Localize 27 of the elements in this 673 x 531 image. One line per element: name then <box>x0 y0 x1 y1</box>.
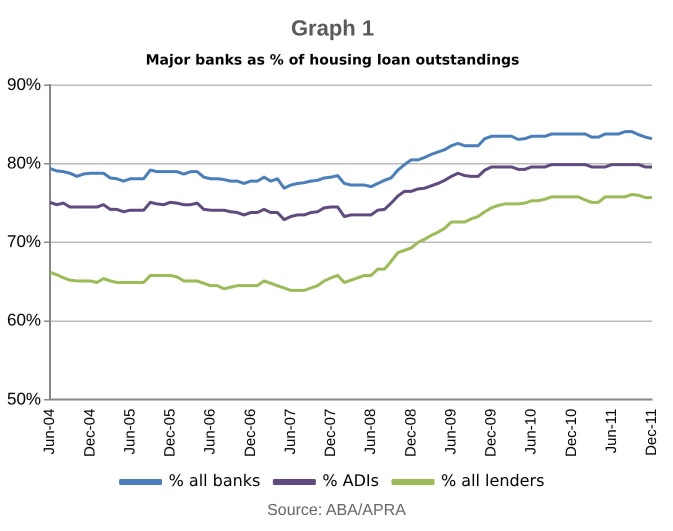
chart-subtitle: Major banks as % of housing loan outstandings <box>146 52 520 68</box>
x-tick-label: Jun-06 <box>202 408 219 455</box>
x-tick-label: Dec-05 <box>162 408 179 458</box>
x-tick-label: Jun-11 <box>603 408 620 454</box>
y-tick-label: 90% <box>6 74 42 94</box>
x-tick-label: Jun-07 <box>282 408 299 455</box>
x-tick-label: Jun-08 <box>362 408 380 455</box>
y-tick-label: 50% <box>6 389 42 408</box>
legend-label: % all lenders <box>440 471 544 490</box>
chart-title: Graph 1 <box>290 15 374 40</box>
x-tick-label: Dec-10 <box>562 408 580 458</box>
x-tick-label: Jun-05 <box>121 408 138 455</box>
x-tick-label: Dec-08 <box>402 408 420 458</box>
x-tick-label: Jun-10 <box>522 408 540 455</box>
x-tick-label: Dec-09 <box>482 408 500 458</box>
legend-label: % ADIs <box>322 471 379 490</box>
y-tick-label: 80% <box>6 154 42 172</box>
legend-label: % all banks <box>168 471 260 490</box>
x-tick-label: Jun-09 <box>442 408 460 455</box>
x-tick-label: Dec-04 <box>81 408 98 458</box>
y-tick-label: 60% <box>6 310 42 330</box>
source-note: Source: ABA/APRA <box>266 502 407 520</box>
x-tick-label: Dec-06 <box>242 408 259 458</box>
x-tick-label: Dec-11 <box>643 408 660 456</box>
x-tick-label: Jun-04 <box>41 408 58 455</box>
y-tick-label: 70% <box>6 232 42 252</box>
x-tick-label: Dec-07 <box>322 408 340 458</box>
